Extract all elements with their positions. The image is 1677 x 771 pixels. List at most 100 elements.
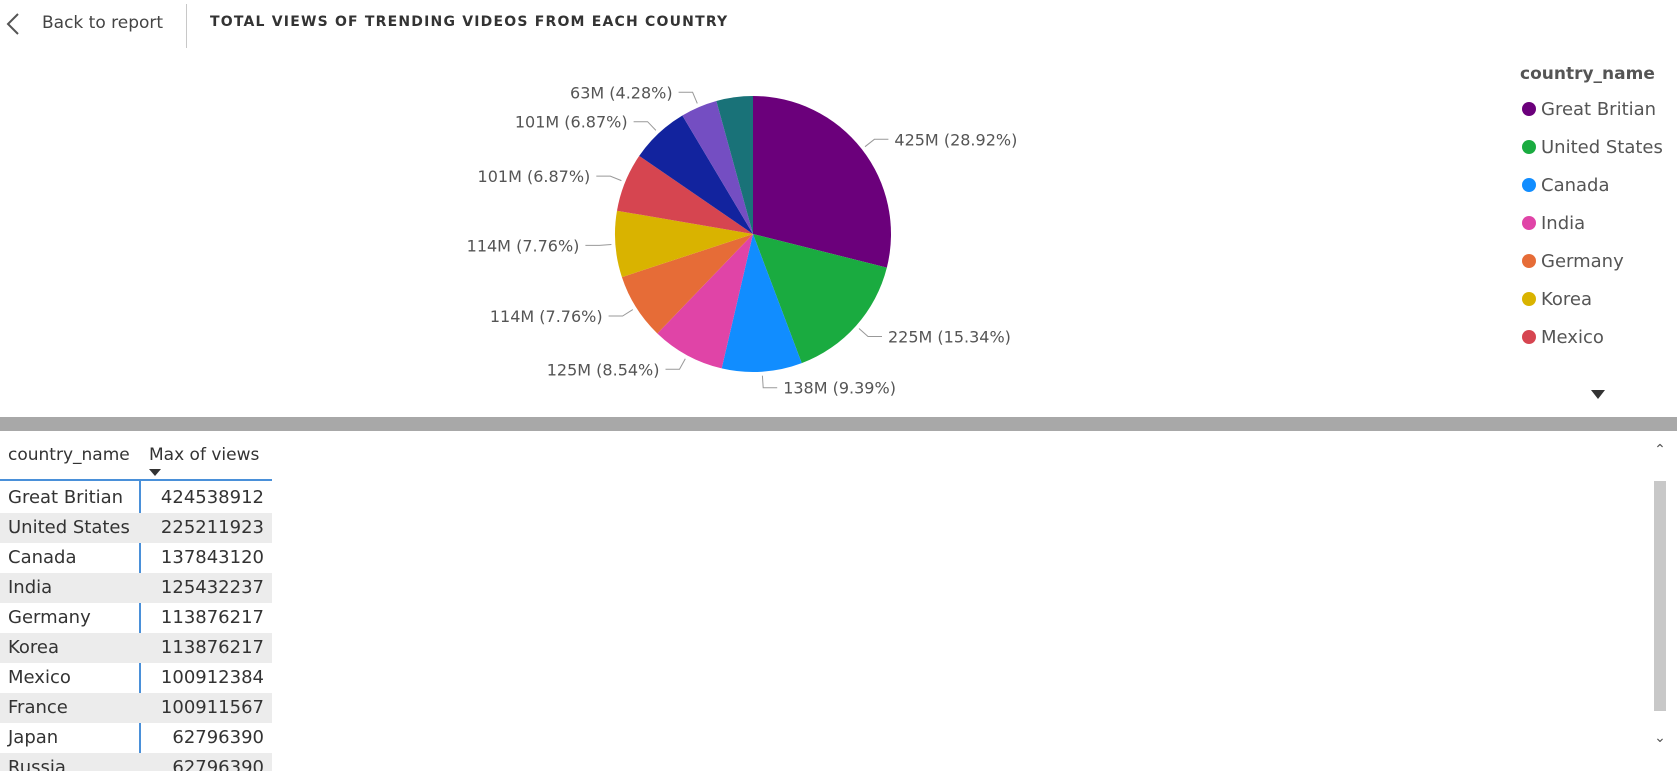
legend-label: United States — [1541, 136, 1663, 158]
chevron-down-icon[interactable]: ⌄ — [1654, 730, 1666, 746]
table-row[interactable]: Canada 137843120 — [0, 543, 272, 573]
cell-max-of-views: 113876217 — [160, 607, 264, 628]
column-header-country-name[interactable]: country_name — [8, 445, 130, 465]
data-label: 114M (7.76%) — [490, 307, 603, 326]
legend-item[interactable]: Canada — [1520, 166, 1677, 204]
legend-label: Mexico — [1541, 326, 1604, 348]
legend-label: Canada — [1541, 174, 1610, 196]
pie-slice-japan[interactable] — [682, 100, 753, 234]
legend-label: India — [1541, 212, 1586, 234]
cell-country-name: United States — [8, 517, 130, 538]
cell-max-of-views: 113876217 — [160, 637, 264, 658]
cell-country-name: Canada — [8, 547, 77, 568]
table-row[interactable]: India 125432237 — [0, 573, 272, 603]
legend-dot-icon — [1522, 102, 1536, 116]
table-row[interactable]: Mexico 100912384 — [0, 663, 272, 693]
legend-item[interactable]: Great Britian — [1520, 90, 1677, 128]
data-label: 425M (28.92%) — [894, 130, 1017, 149]
cell-max-of-views: 225211923 — [160, 517, 264, 538]
pie-slice-france[interactable] — [639, 115, 753, 234]
page-title: TOTAL VIEWS OF TRENDING VIDEOS FROM EACH… — [210, 14, 729, 30]
column-header-max-of-views[interactable]: Max of views — [149, 445, 260, 465]
table-body: Great Britian 424538912 United States 22521… — [0, 483, 272, 771]
chevron-left-icon — [6, 13, 19, 35]
legend-item[interactable]: Korea — [1520, 280, 1677, 318]
legend-item[interactable]: India — [1520, 204, 1677, 242]
data-label: 138M (9.39%) — [783, 379, 896, 398]
header-divider — [186, 4, 187, 48]
legend-label: Great Britian — [1541, 98, 1657, 120]
cell-country-name: Mexico — [8, 667, 71, 688]
legend-dot-icon — [1522, 178, 1536, 192]
pie-chart: 425M (28.92%) 225M (15.34%) 138M (9.39%) 12… — [467, 83, 1018, 398]
top-bar: Back to report TOTAL VIEWS OF TRENDING V… — [0, 0, 1677, 48]
data-label: 101M (6.87%) — [478, 167, 591, 186]
legend-item[interactable]: Mexico — [1520, 318, 1677, 356]
table-row[interactable]: France 100911567 — [0, 693, 272, 723]
cell-country-name: Japan — [8, 727, 59, 748]
cell-max-of-views: 125432237 — [160, 577, 264, 598]
data-label: 114M (7.76%) — [467, 236, 580, 255]
cell-country-name: India — [8, 577, 53, 598]
sort-descending-icon[interactable] — [149, 469, 161, 476]
legend-item[interactable]: United States — [1520, 128, 1677, 166]
legend-item[interactable]: Germany — [1520, 242, 1677, 280]
panel-splitter[interactable] — [0, 417, 1677, 431]
cell-country-name: Korea — [8, 637, 60, 658]
cell-max-of-views: 137843120 — [160, 547, 264, 568]
header-underline — [0, 479, 272, 481]
data-label-leader-line — [761, 375, 778, 389]
legend-dot-icon — [1522, 140, 1536, 154]
pie-slice-india[interactable] — [657, 234, 753, 369]
legend-dot-icon — [1522, 292, 1536, 306]
data-label: 101M (6.87%) — [515, 113, 628, 132]
chart-legend: country_name Great Britian United States C… — [1520, 64, 1677, 356]
data-label-leader-line — [633, 121, 657, 131]
column-divider[interactable] — [139, 481, 141, 771]
cell-country-name: Germany — [8, 607, 91, 628]
data-label-leader-line — [608, 309, 634, 317]
legend-more-arrow-icon[interactable] — [1591, 390, 1605, 399]
table-row[interactable]: Germany 113876217 — [0, 603, 272, 633]
data-label-leader-line — [678, 91, 698, 104]
legend-title: country_name — [1520, 64, 1655, 84]
data-label-leader-line — [858, 328, 882, 337]
data-label-leader-line — [596, 175, 622, 182]
pie-slice-canada[interactable] — [721, 234, 802, 373]
pie-slice-united-states[interactable] — [753, 234, 887, 364]
data-label: 63M (4.28%) — [570, 83, 673, 102]
cell-max-of-views: 424538912 — [160, 487, 264, 508]
data-table: country_name Max of views Great Britian 4… — [0, 431, 1677, 771]
table-row[interactable]: Great Britian 424538912 — [0, 483, 272, 513]
legend-dot-icon — [1522, 330, 1536, 344]
cell-max-of-views: 62796390 — [172, 757, 264, 771]
cell-country-name: France — [8, 697, 68, 718]
scrollbar-thumb[interactable] — [1654, 481, 1666, 711]
table-row[interactable]: Japan 62796390 — [0, 723, 272, 753]
pie-slice-great-britian[interactable] — [753, 96, 891, 268]
cell-max-of-views: 62796390 — [172, 727, 264, 748]
pie-slice-russia[interactable] — [716, 96, 753, 234]
legend-dot-icon — [1522, 216, 1536, 230]
table-row[interactable]: Korea 113876217 — [0, 633, 272, 663]
table-row[interactable]: United States 225211923 — [0, 513, 272, 543]
legend-label: Korea — [1541, 288, 1593, 310]
legend-label: Germany — [1541, 250, 1624, 272]
pie-slice-mexico[interactable] — [616, 155, 753, 234]
legend-dot-icon — [1522, 254, 1536, 268]
back-to-report-label: Back to report — [42, 13, 164, 33]
table-row[interactable]: Russia 62796390 — [0, 753, 272, 771]
cell-country-name: Russia — [8, 757, 66, 771]
cell-max-of-views: 100911567 — [160, 697, 264, 718]
pie-slice-germany[interactable] — [621, 234, 753, 334]
data-label-leader-line — [665, 358, 686, 370]
data-label-leader-line — [864, 138, 889, 148]
data-label: 225M (15.34%) — [888, 328, 1011, 347]
cell-max-of-views: 100912384 — [160, 667, 264, 688]
pie-slice-korea[interactable] — [615, 210, 753, 278]
cell-country-name: Great Britian — [8, 487, 124, 508]
data-label-leader-line — [585, 244, 612, 246]
data-label: 125M (8.54%) — [547, 360, 660, 379]
vertical-scrollbar[interactable]: ⌃ ⌄ — [1651, 441, 1669, 759]
chevron-up-icon[interactable]: ⌃ — [1654, 442, 1666, 458]
